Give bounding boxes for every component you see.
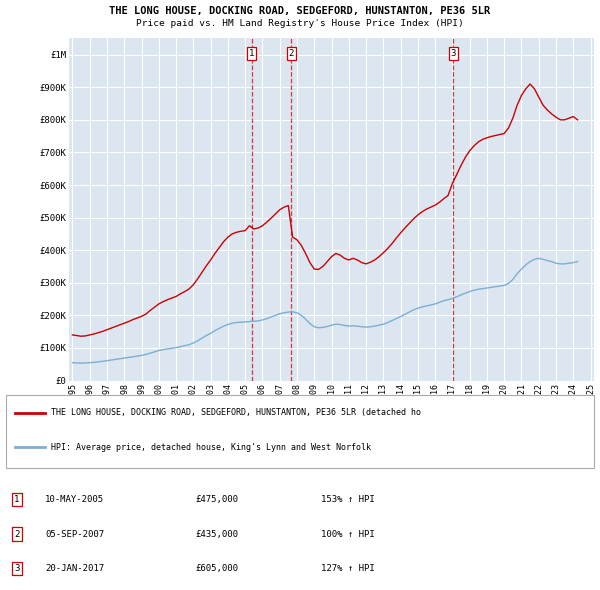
- Text: THE LONG HOUSE, DOCKING ROAD, SEDGEFORD, HUNSTANTON, PE36 5LR: THE LONG HOUSE, DOCKING ROAD, SEDGEFORD,…: [109, 6, 491, 16]
- Bar: [6, 395, 594, 468]
- Text: 3: 3: [14, 564, 19, 573]
- Text: 1: 1: [14, 495, 19, 504]
- Text: THE LONG HOUSE, DOCKING ROAD, SEDGEFORD, HUNSTANTON, PE36 5LR (detached ho: THE LONG HOUSE, DOCKING ROAD, SEDGEFORD,…: [51, 408, 421, 417]
- Text: 127% ↑ HPI: 127% ↑ HPI: [321, 564, 375, 573]
- Text: 1: 1: [249, 49, 254, 58]
- Text: 20-JAN-2017: 20-JAN-2017: [45, 564, 104, 573]
- Text: 05-SEP-2007: 05-SEP-2007: [45, 529, 104, 539]
- Text: HPI: Average price, detached house, King's Lynn and West Norfolk: HPI: Average price, detached house, King…: [51, 443, 371, 452]
- Text: 10-MAY-2005: 10-MAY-2005: [45, 495, 104, 504]
- Text: Price paid vs. HM Land Registry's House Price Index (HPI): Price paid vs. HM Land Registry's House …: [136, 19, 464, 28]
- Text: 153% ↑ HPI: 153% ↑ HPI: [321, 495, 375, 504]
- Text: £475,000: £475,000: [195, 495, 238, 504]
- Text: 100% ↑ HPI: 100% ↑ HPI: [321, 529, 375, 539]
- Text: £605,000: £605,000: [195, 564, 238, 573]
- Text: 2: 2: [289, 49, 294, 58]
- Text: £435,000: £435,000: [195, 529, 238, 539]
- Text: 3: 3: [451, 49, 456, 58]
- Text: 2: 2: [14, 529, 19, 539]
